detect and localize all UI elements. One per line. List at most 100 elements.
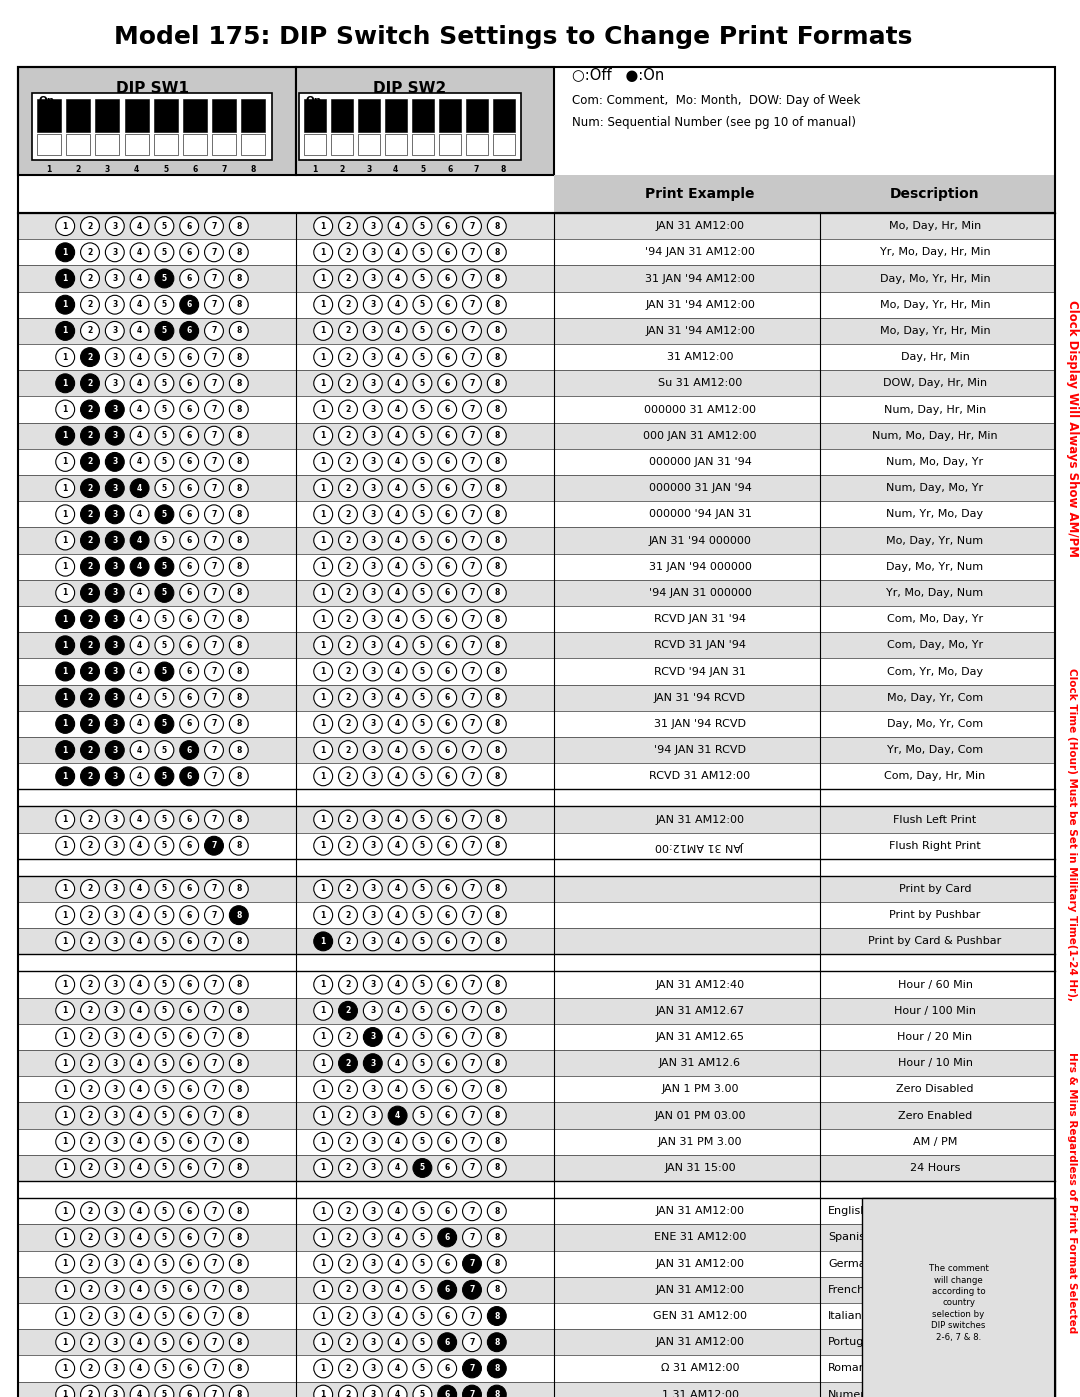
Circle shape bbox=[179, 714, 199, 733]
Bar bbox=[18, 633, 1055, 658]
Circle shape bbox=[338, 905, 357, 925]
Circle shape bbox=[179, 1359, 199, 1377]
Text: 6: 6 bbox=[445, 1234, 450, 1242]
Text: 3: 3 bbox=[370, 1234, 376, 1242]
Circle shape bbox=[388, 400, 407, 419]
Circle shape bbox=[487, 374, 507, 393]
Circle shape bbox=[179, 374, 199, 393]
Circle shape bbox=[229, 1002, 248, 1020]
Circle shape bbox=[388, 932, 407, 951]
Circle shape bbox=[314, 740, 333, 760]
Circle shape bbox=[462, 557, 482, 576]
Circle shape bbox=[388, 1053, 407, 1073]
Text: 8: 8 bbox=[495, 1164, 499, 1172]
Text: 3: 3 bbox=[112, 937, 118, 946]
Circle shape bbox=[106, 880, 124, 898]
Circle shape bbox=[131, 374, 149, 393]
Text: 8: 8 bbox=[237, 841, 242, 851]
Text: 6: 6 bbox=[445, 247, 450, 257]
Text: 5: 5 bbox=[162, 1207, 167, 1215]
Text: 4: 4 bbox=[395, 510, 401, 518]
Text: 8: 8 bbox=[237, 405, 242, 414]
Circle shape bbox=[106, 609, 124, 629]
Circle shape bbox=[106, 531, 124, 550]
Circle shape bbox=[363, 905, 382, 925]
Text: 4: 4 bbox=[395, 1006, 401, 1016]
Circle shape bbox=[179, 837, 199, 855]
Text: 2: 2 bbox=[87, 300, 93, 309]
Text: 1: 1 bbox=[63, 432, 68, 440]
Text: 7: 7 bbox=[212, 1234, 217, 1242]
Circle shape bbox=[81, 1133, 99, 1151]
Text: 2: 2 bbox=[346, 300, 351, 309]
Text: 2: 2 bbox=[346, 1111, 351, 1120]
Circle shape bbox=[314, 453, 333, 471]
Text: 5: 5 bbox=[162, 483, 167, 493]
Circle shape bbox=[131, 295, 149, 314]
Circle shape bbox=[314, 975, 333, 995]
Circle shape bbox=[179, 1281, 199, 1299]
Circle shape bbox=[56, 504, 75, 524]
Text: 4: 4 bbox=[137, 536, 143, 545]
Bar bbox=[18, 1250, 1055, 1277]
Circle shape bbox=[179, 740, 199, 760]
Text: 8: 8 bbox=[237, 1259, 242, 1268]
Text: 7: 7 bbox=[470, 615, 475, 623]
Text: 4: 4 bbox=[137, 666, 143, 676]
Bar bbox=[18, 475, 1055, 502]
Text: 5: 5 bbox=[162, 666, 167, 676]
Circle shape bbox=[204, 975, 224, 995]
Text: 5: 5 bbox=[420, 536, 424, 545]
Circle shape bbox=[462, 837, 482, 855]
Circle shape bbox=[487, 531, 507, 550]
Bar bbox=[18, 997, 1055, 1024]
Text: 6: 6 bbox=[187, 771, 192, 781]
Text: 6: 6 bbox=[187, 937, 192, 946]
Text: 8: 8 bbox=[495, 841, 499, 851]
Text: 2: 2 bbox=[339, 165, 345, 173]
Text: 7: 7 bbox=[470, 746, 475, 754]
Circle shape bbox=[388, 1201, 407, 1221]
Text: 3: 3 bbox=[112, 588, 118, 598]
Text: 1: 1 bbox=[321, 641, 326, 650]
Text: 6: 6 bbox=[445, 1259, 450, 1268]
Text: 2: 2 bbox=[346, 693, 351, 703]
Bar bbox=[330, 99, 353, 133]
Text: 6: 6 bbox=[187, 1312, 192, 1320]
Text: 5: 5 bbox=[420, 457, 424, 467]
Text: 4: 4 bbox=[395, 1032, 401, 1042]
Text: 1: 1 bbox=[63, 379, 68, 388]
Text: 4: 4 bbox=[137, 615, 143, 623]
Circle shape bbox=[413, 1359, 432, 1377]
Text: Day, Hr, Min: Day, Hr, Min bbox=[901, 352, 970, 362]
Text: Ω 31 AM12:00: Ω 31 AM12:00 bbox=[661, 1363, 739, 1373]
Circle shape bbox=[204, 1028, 224, 1046]
Circle shape bbox=[363, 479, 382, 497]
Circle shape bbox=[56, 1333, 75, 1352]
Circle shape bbox=[388, 1106, 407, 1125]
Text: 4: 4 bbox=[395, 666, 401, 676]
Text: 1: 1 bbox=[321, 1006, 326, 1016]
Text: 7: 7 bbox=[470, 1085, 475, 1094]
Text: 7: 7 bbox=[470, 1285, 475, 1294]
Circle shape bbox=[413, 1333, 432, 1352]
Circle shape bbox=[314, 557, 333, 576]
Circle shape bbox=[204, 932, 224, 951]
Text: 4: 4 bbox=[395, 719, 401, 728]
Text: Print by Pushbar: Print by Pushbar bbox=[889, 911, 981, 921]
Bar bbox=[18, 67, 296, 175]
Circle shape bbox=[338, 636, 357, 655]
Text: 2: 2 bbox=[76, 165, 81, 173]
Text: 6: 6 bbox=[445, 771, 450, 781]
Circle shape bbox=[363, 1106, 382, 1125]
Text: 5: 5 bbox=[420, 165, 426, 173]
Text: 6: 6 bbox=[445, 457, 450, 467]
Bar bbox=[384, 99, 407, 133]
Text: 1: 1 bbox=[63, 693, 68, 703]
Text: 8: 8 bbox=[237, 1338, 242, 1347]
Text: 3: 3 bbox=[370, 1059, 376, 1067]
Text: 1: 1 bbox=[63, 1032, 68, 1042]
Circle shape bbox=[204, 1333, 224, 1352]
Text: 5: 5 bbox=[420, 841, 424, 851]
Bar bbox=[18, 317, 1055, 344]
